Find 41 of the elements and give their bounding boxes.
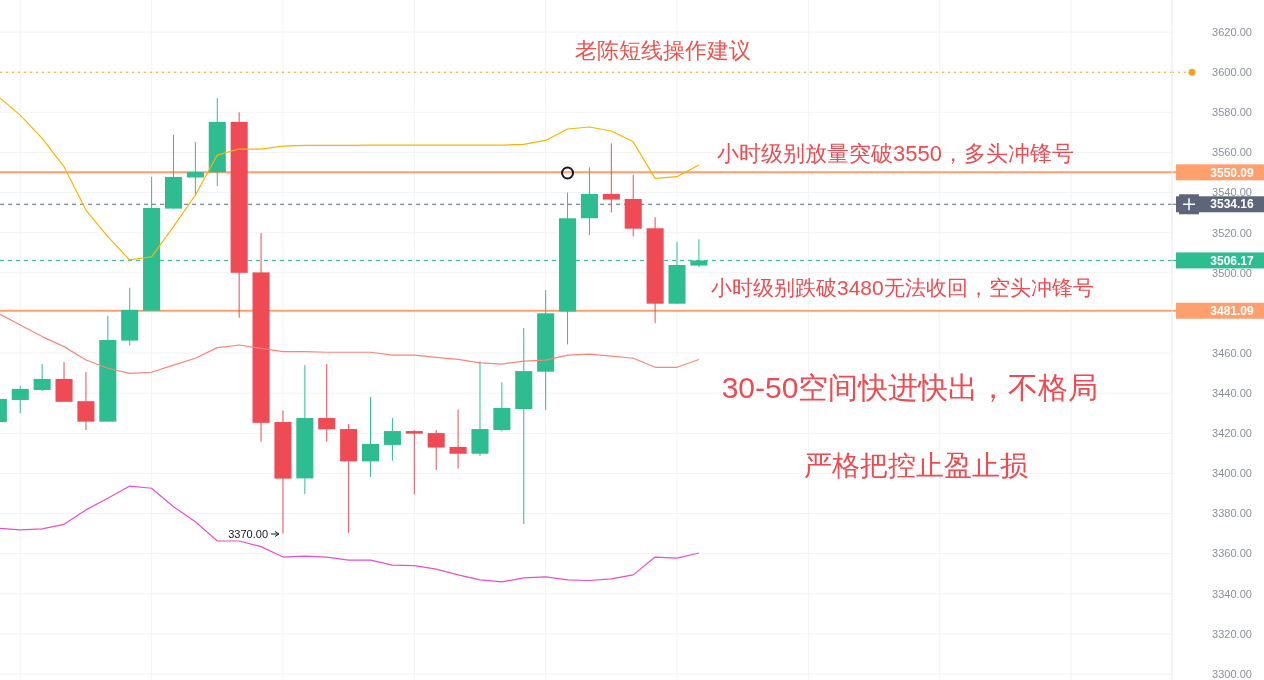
candlestick xyxy=(493,381,511,432)
y-tick-label: 3300.00 xyxy=(1212,667,1252,680)
candlestick xyxy=(602,142,620,213)
candlestick xyxy=(318,363,336,443)
y-tick-label: 3500.00 xyxy=(1212,266,1252,279)
candlestick xyxy=(361,396,380,478)
candlestick xyxy=(427,429,445,471)
y-tick-label: 3620.00 xyxy=(1212,25,1252,38)
candlestick xyxy=(405,429,423,495)
annotation: 严格把控止盈止损 xyxy=(804,450,1028,481)
ref-line-label: 3506.17 xyxy=(1210,253,1255,268)
annotation: 3370.00 xyxy=(228,527,268,540)
y-tick-label: 3560.00 xyxy=(1212,146,1252,159)
y-tick-label: 3600.00 xyxy=(1212,66,1252,79)
y-tick-label: 3460.00 xyxy=(1212,346,1252,359)
y-tick-label: 3320.00 xyxy=(1212,627,1252,640)
candlestick xyxy=(55,361,73,403)
y-tick-label: 3400.00 xyxy=(1212,467,1252,480)
candlestick xyxy=(33,363,51,392)
ref-line-label: 3534.16 xyxy=(1210,197,1255,212)
y-tick-label: 3440.00 xyxy=(1212,387,1252,400)
y-tick-label: 3520.00 xyxy=(1212,226,1252,239)
line-series xyxy=(0,485,700,583)
annotation: 小时级别放量突破3550，多头冲锋号 xyxy=(717,141,1074,166)
candlestick xyxy=(449,408,467,470)
y-tick-label: 3340.00 xyxy=(1212,587,1252,600)
candlestick xyxy=(11,385,29,414)
line-series xyxy=(0,312,700,374)
candlestick xyxy=(77,371,95,431)
y-tick-label: 3380.00 xyxy=(1212,507,1252,520)
ref-line-label: 3550.09 xyxy=(1210,165,1255,180)
annotation: 30-50空间快进快出，不格局 xyxy=(721,371,1099,404)
y-tick-label: 3540.00 xyxy=(1212,186,1252,199)
ref-line-label: 3481.09 xyxy=(1210,303,1255,318)
candlestick xyxy=(383,417,401,462)
y-tick-label: 3580.00 xyxy=(1212,106,1252,119)
text: 老陈短线操作建议 xyxy=(575,38,751,63)
y-tick-label: 3360.00 xyxy=(1212,547,1252,560)
annotation: 小时级别跌破3480无法收回，空头冲锋号 xyxy=(711,276,1094,299)
line-series xyxy=(0,96,700,261)
y-tick-label: 3420.00 xyxy=(1212,427,1252,440)
